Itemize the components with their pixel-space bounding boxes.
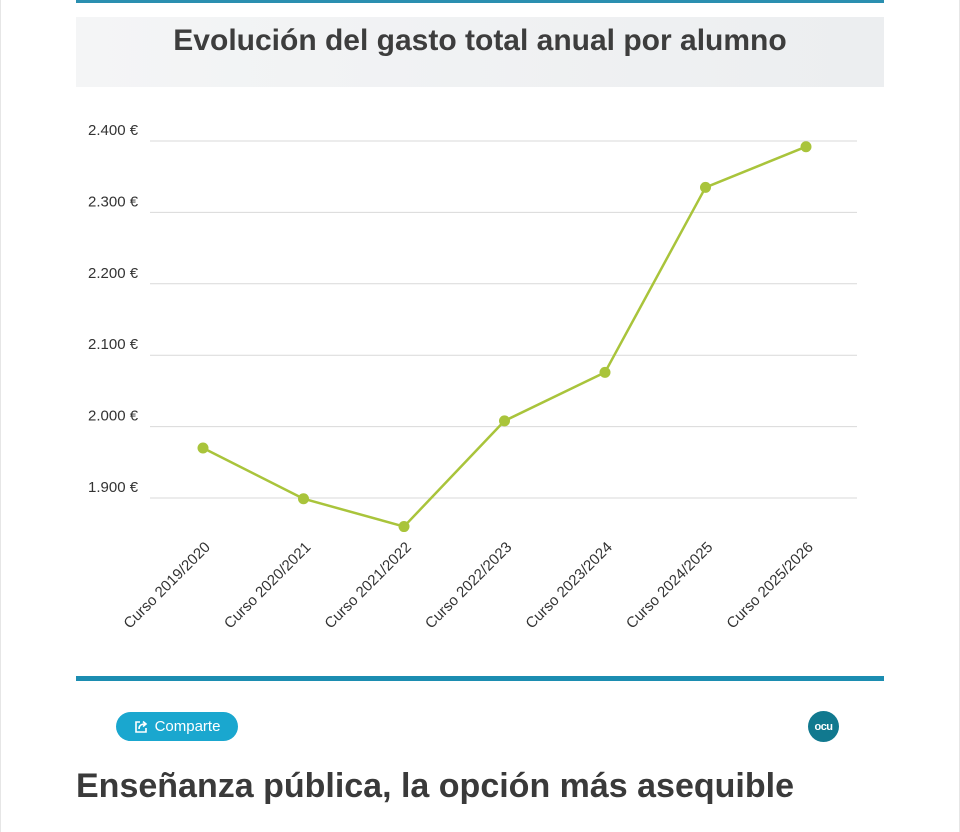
data-point xyxy=(197,442,209,454)
share-button-label: Comparte xyxy=(154,718,221,735)
logo-text: ocu xyxy=(814,720,833,733)
data-point xyxy=(398,521,410,533)
y-tick-label: 2.000 € xyxy=(88,408,139,425)
section-heading: Enseñanza pública, la opción más asequib… xyxy=(76,767,794,805)
x-tick-label: Curso 2022/2023 xyxy=(422,539,515,632)
series xyxy=(197,141,812,533)
grid-lines xyxy=(150,140,857,499)
line-chart: 1.900 € 2.000 € 2.100 € 2.200 € 2.300 € 2.400… xyxy=(88,122,857,632)
y-tick-label: 1.900 € xyxy=(88,479,139,496)
data-point xyxy=(800,141,812,153)
data-point xyxy=(700,181,711,193)
y-tick-label: 2.300 € xyxy=(88,193,139,210)
x-tick-label: Curso 2019/2020 xyxy=(120,539,213,632)
data-point xyxy=(599,366,611,378)
y-tick-label: 2.100 € xyxy=(88,336,139,353)
top-accent-rule xyxy=(76,0,884,3)
x-tick-label: Curso 2021/2022 xyxy=(321,539,414,632)
page-border-left xyxy=(0,0,1,832)
y-axis-ticks: 1.900 € 2.000 € 2.100 € 2.200 € 2.300 € 2.400… xyxy=(88,122,139,496)
x-axis-ticks: Curso 2019/2020 Curso 2020/2021 Curso 2021… xyxy=(120,539,816,632)
series-line xyxy=(202,145,807,528)
x-tick-label: Curso 2020/2021 xyxy=(221,539,314,632)
x-tick-label: Curso 2024/2025 xyxy=(623,539,716,632)
x-tick-label: Curso 2025/2026 xyxy=(723,539,816,632)
chart-bottom-rule xyxy=(76,676,884,681)
x-tick-label: Curso 2023/2024 xyxy=(522,539,615,632)
ocu-logo[interactable]: ocu xyxy=(808,711,839,742)
share-button[interactable]: Comparte xyxy=(116,712,238,741)
y-tick-label: 2.400 € xyxy=(88,122,139,139)
data-point xyxy=(298,493,309,505)
y-tick-label: 2.200 € xyxy=(88,265,139,282)
share-icon xyxy=(134,720,147,733)
data-point xyxy=(499,415,510,427)
chart-title-box: Evolución del gasto total anual por alum… xyxy=(76,17,884,87)
chart-title: Evolución del gasto total anual por alum… xyxy=(173,24,787,57)
